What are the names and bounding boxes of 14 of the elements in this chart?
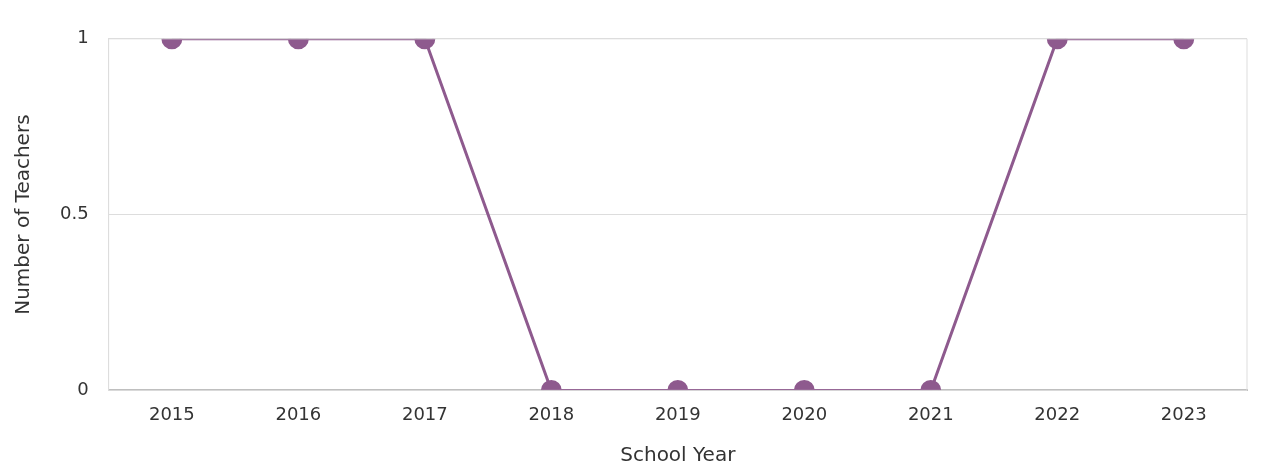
x-axis-title: School Year bbox=[620, 442, 737, 467]
y-axis-title: Number of Teachers bbox=[10, 114, 35, 315]
x-tick-label: 2023 bbox=[1160, 402, 1207, 424]
x-tick-label: 2020 bbox=[781, 402, 828, 424]
y-tick-label: 0.5 bbox=[59, 202, 89, 224]
x-tick-label: 2018 bbox=[528, 402, 575, 424]
y-tick-label: 1 bbox=[77, 26, 89, 48]
x-tick-label: 2019 bbox=[654, 402, 701, 424]
x-tick-label: 2015 bbox=[148, 402, 195, 424]
y-tick-label: 0 bbox=[77, 378, 89, 400]
x-tick-label: 2016 bbox=[275, 402, 322, 424]
x-tick-label: 2022 bbox=[1034, 402, 1081, 424]
x-tick-label: 2017 bbox=[401, 402, 448, 424]
x-tick-label: 2021 bbox=[907, 402, 954, 424]
